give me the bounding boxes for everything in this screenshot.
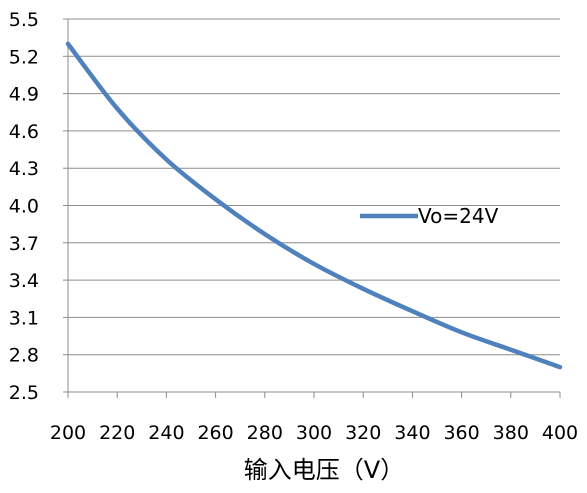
- y-tick-label: 3.7: [9, 233, 39, 255]
- y-tick-label: 2.5: [9, 382, 39, 404]
- x-tick-labels: 200 220 240 260 280 300 320 340 360 380 400: [50, 422, 578, 444]
- x-tick-label: 260: [197, 422, 233, 444]
- y-tick-label: 5.5: [9, 9, 39, 31]
- x-tick-label: 360: [443, 422, 479, 444]
- legend: Vo=24V: [360, 204, 499, 228]
- y-tick-label: 4.9: [9, 84, 39, 106]
- series-line: [65, 41, 563, 370]
- y-tick-label: 4.3: [9, 158, 39, 180]
- y-tick-label: 3.1: [9, 307, 39, 329]
- x-tick-label: 280: [247, 422, 283, 444]
- series-lines: [65, 41, 563, 370]
- x-axis-label: 输入电压（V）: [244, 456, 404, 484]
- x-tick-label: 400: [542, 422, 578, 444]
- y-tick-labels: 2.5 2.8 3.1 3.4 3.7 4.0 4.3 4.6 4.9 5.2 5.5: [9, 9, 39, 404]
- y-tick-label: 4.0: [9, 196, 39, 218]
- x-tick-label: 200: [50, 422, 86, 444]
- x-tick-label: 320: [345, 422, 381, 444]
- x-tick-label: 380: [493, 422, 529, 444]
- grid-lines: [68, 18, 560, 356]
- y-tick-label: 2.8: [9, 345, 39, 367]
- y-tick-label: 5.2: [9, 46, 39, 68]
- legend-label: Vo=24V: [418, 204, 499, 228]
- x-tick-label: 300: [296, 422, 332, 444]
- x-tick-label: 240: [148, 422, 184, 444]
- y-tick-label: 4.6: [9, 121, 39, 143]
- y-tick-label: 3.4: [9, 270, 39, 292]
- x-tick-label: 220: [99, 422, 135, 444]
- x-tick-label: 340: [394, 422, 430, 444]
- axes: [63, 18, 561, 398]
